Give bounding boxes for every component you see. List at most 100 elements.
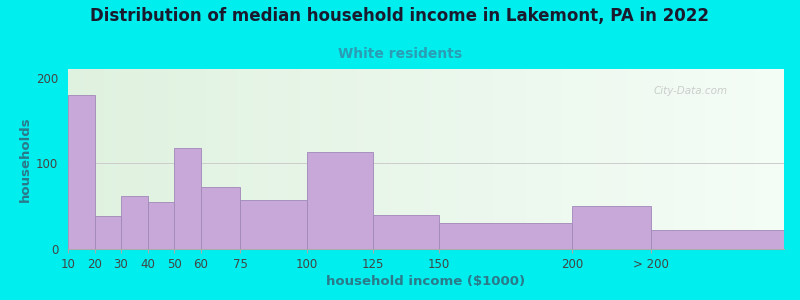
Bar [442, 69, 445, 249]
Bar [350, 69, 352, 249]
Bar [90, 69, 92, 249]
Bar [121, 196, 147, 249]
Bar [240, 69, 242, 249]
Bar [161, 69, 163, 249]
Bar [192, 69, 194, 249]
Bar [662, 69, 665, 249]
Bar [481, 69, 483, 249]
Bar [440, 69, 442, 249]
Bar [471, 69, 474, 249]
Bar [94, 216, 121, 249]
Bar [622, 69, 624, 249]
Bar [452, 69, 454, 249]
Bar [109, 69, 111, 249]
Bar [173, 69, 175, 249]
Bar [254, 69, 257, 249]
Bar [216, 69, 218, 249]
Bar [729, 69, 731, 249]
Bar [510, 69, 512, 249]
Bar [304, 69, 306, 249]
Bar [614, 69, 617, 249]
Bar [114, 69, 116, 249]
Bar [316, 69, 318, 249]
Bar [562, 69, 565, 249]
Bar [68, 95, 94, 249]
Bar [318, 69, 321, 249]
Bar [204, 69, 206, 249]
Bar [748, 69, 750, 249]
Bar [373, 215, 439, 249]
Bar [197, 69, 199, 249]
Bar [534, 69, 536, 249]
Bar [758, 69, 760, 249]
Bar [553, 69, 555, 249]
Bar [147, 202, 174, 249]
Bar [297, 69, 299, 249]
Bar [548, 69, 550, 249]
Bar [271, 69, 274, 249]
Bar [777, 69, 779, 249]
Bar [682, 69, 684, 249]
Bar [354, 69, 357, 249]
Bar [565, 69, 567, 249]
Bar [383, 69, 386, 249]
Bar [149, 69, 151, 249]
Bar [522, 69, 524, 249]
Bar [541, 69, 543, 249]
Bar [469, 69, 471, 249]
Bar [519, 69, 522, 249]
Bar [698, 69, 701, 249]
Bar [660, 69, 662, 249]
Bar [185, 69, 187, 249]
Bar [517, 69, 519, 249]
Bar [106, 69, 109, 249]
Bar [194, 69, 197, 249]
Bar [281, 69, 283, 249]
Bar [558, 69, 560, 249]
Bar [94, 69, 97, 249]
Bar [779, 69, 782, 249]
Bar [679, 69, 682, 249]
Bar [374, 69, 376, 249]
Bar [264, 69, 266, 249]
Bar [247, 69, 250, 249]
Bar [600, 69, 602, 249]
Bar [703, 69, 706, 249]
Bar [359, 69, 362, 249]
Bar [388, 69, 390, 249]
Bar [252, 69, 254, 249]
Bar [543, 69, 546, 249]
Bar [430, 69, 433, 249]
Bar [333, 69, 335, 249]
Bar [689, 69, 691, 249]
Bar [163, 69, 166, 249]
Bar [529, 69, 531, 249]
Bar [102, 69, 104, 249]
Bar [724, 69, 726, 249]
Bar [126, 69, 128, 249]
Bar [674, 69, 677, 249]
Bar [686, 69, 689, 249]
Bar [626, 69, 629, 249]
Bar [583, 69, 586, 249]
Bar [571, 69, 574, 249]
Bar [294, 69, 297, 249]
Bar [314, 69, 316, 249]
Bar [104, 69, 106, 249]
Bar [684, 69, 686, 249]
Bar [130, 69, 133, 249]
Bar [743, 69, 746, 249]
Bar [419, 69, 422, 249]
Bar [323, 69, 326, 249]
Bar [593, 69, 595, 249]
Bar [770, 69, 772, 249]
Bar [121, 69, 123, 249]
Bar [755, 69, 758, 249]
Bar [638, 69, 641, 249]
Bar [610, 69, 612, 249]
Bar [459, 69, 462, 249]
Bar [92, 69, 94, 249]
Bar [238, 69, 240, 249]
Bar [651, 230, 784, 249]
Bar [586, 69, 588, 249]
